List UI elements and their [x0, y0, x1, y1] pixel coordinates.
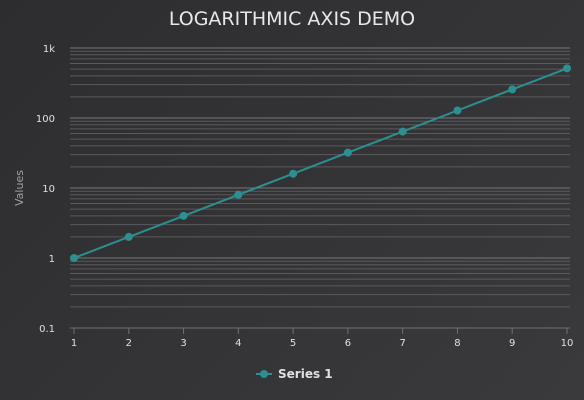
x-tick-label: 7	[399, 338, 405, 349]
x-tick-label: 3	[180, 338, 186, 349]
y-tick-label: 1	[49, 254, 55, 265]
x-tick-label: 8	[454, 338, 460, 349]
y-axis-title: Values	[13, 170, 26, 206]
x-tick-label: 5	[290, 338, 296, 349]
data-point[interactable]	[453, 106, 462, 115]
legend-label[interactable]: Series 1	[278, 367, 333, 381]
chart-title: LOGARITHMIC AXIS DEMO	[169, 8, 415, 30]
x-tick-label: 6	[345, 338, 351, 349]
data-point[interactable]	[563, 64, 571, 73]
legend-swatch-marker	[260, 370, 268, 378]
data-point[interactable]	[508, 85, 517, 94]
data-point[interactable]	[70, 254, 78, 262]
x-tick-label: 10	[561, 338, 574, 349]
gridlines	[70, 47, 570, 329]
y-tick-label: 100	[36, 114, 55, 125]
data-point[interactable]	[343, 148, 352, 157]
x-axis-ticks: 1 2 3 4 5 6 7 8 9 10	[71, 328, 574, 349]
y-tick-label: 0.1	[39, 324, 55, 335]
x-tick-label: 4	[235, 338, 241, 349]
legend[interactable]: Series 1	[256, 367, 333, 381]
y-tick-label: 1k	[43, 44, 55, 55]
data-point[interactable]	[398, 127, 407, 136]
y-tick-label: 10	[42, 184, 55, 195]
data-point[interactable]	[234, 190, 243, 199]
x-tick-label: 9	[509, 338, 515, 349]
y-axis-ticks: 0.1 1 10 100 1k	[36, 44, 55, 335]
data-point[interactable]	[124, 232, 133, 241]
x-tick-label: 1	[71, 338, 77, 349]
x-tick-label: 2	[126, 338, 132, 349]
data-point[interactable]	[179, 211, 188, 220]
data-point[interactable]	[289, 169, 298, 178]
series-line	[73, 67, 568, 259]
series-layer	[70, 64, 571, 262]
